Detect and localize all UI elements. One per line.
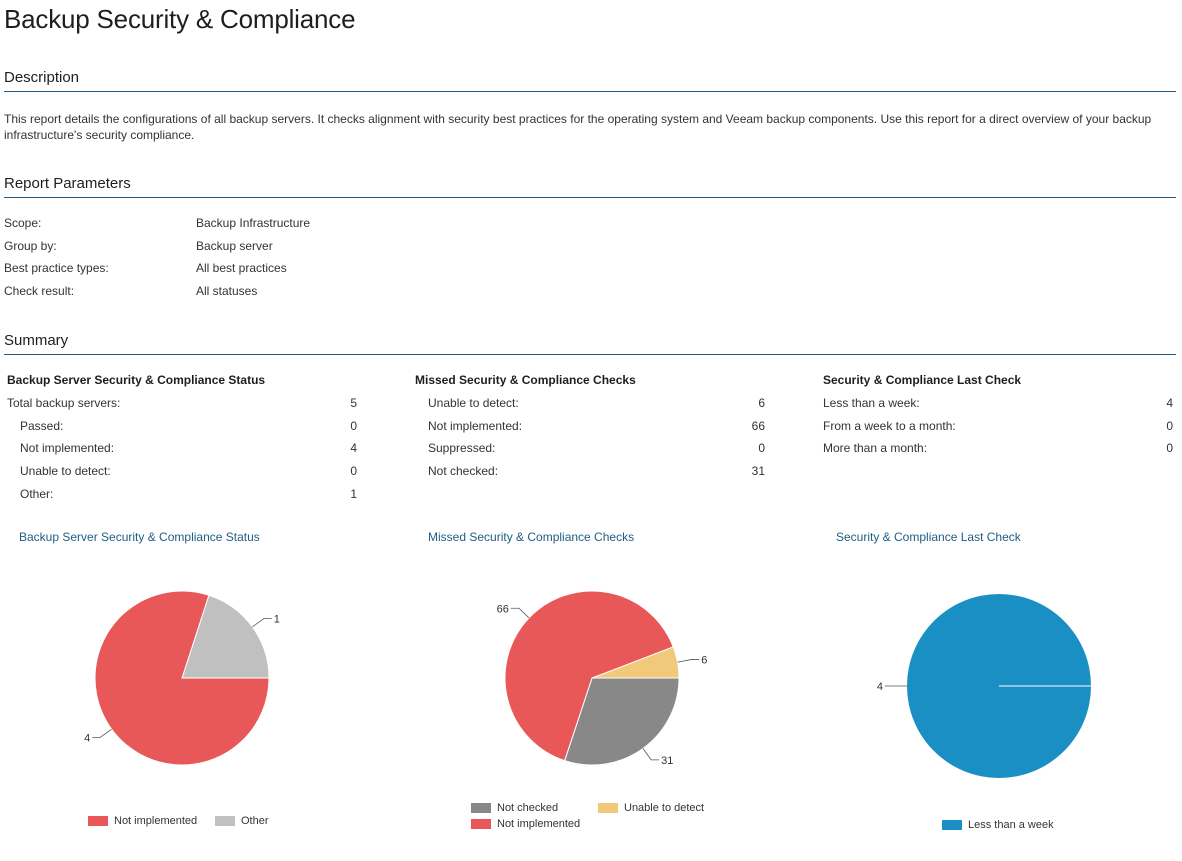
summary-label: Other: xyxy=(20,487,54,501)
data-label-leader xyxy=(510,607,530,619)
summary-label: Unable to detect: xyxy=(428,396,519,410)
param-value: Backup Infrastructure xyxy=(196,216,311,230)
summary-label: Not implemented: xyxy=(20,441,115,455)
data-label-leader xyxy=(677,659,700,663)
summary-row: Suppressed: 0 xyxy=(415,441,765,457)
legend-swatch xyxy=(598,803,618,814)
pie-chart-missed: 6 31 66 xyxy=(497,590,707,767)
report-parameters-heading: Report Parameters xyxy=(4,175,1176,198)
description-text: This report details the configurations o… xyxy=(4,112,1152,142)
summary-label: Suppressed: xyxy=(428,441,496,455)
legend-item-less-than-week: Less than a week xyxy=(942,819,1054,831)
summary-label: Not implemented: xyxy=(428,419,523,433)
summary-label: More than a month: xyxy=(823,441,928,455)
data-label-not-implemented: 4 xyxy=(84,732,90,744)
summary-heading: Summary xyxy=(4,332,1176,355)
summary-value: 0 xyxy=(350,419,357,433)
data-label-leader xyxy=(92,728,112,738)
summary-row: Less than a week: 4 xyxy=(823,396,1173,412)
data-label-not-implemented: 66 xyxy=(497,603,509,615)
data-label-unable-to-detect: 6 xyxy=(701,655,707,667)
summary-row: From a week to a month: 0 xyxy=(823,419,1173,435)
pie-chart-status: 14 xyxy=(84,590,280,766)
summary-label: Not checked: xyxy=(428,464,499,478)
summary-value: 31 xyxy=(751,464,765,478)
summary-last-check-title: Security & Compliance Last Check xyxy=(823,373,1022,387)
param-label: Best practice types: xyxy=(4,261,109,275)
legend-label: Not implemented xyxy=(114,815,198,827)
summary-label: From a week to a month: xyxy=(823,419,956,433)
pie-slice-other xyxy=(181,594,270,679)
param-label: Scope: xyxy=(4,216,42,230)
summary-value: 1 xyxy=(350,487,357,501)
pie-slice-not-checked xyxy=(564,677,680,766)
pie-chart-last-check: 4 xyxy=(877,594,1091,778)
pie-slice-not-implemented xyxy=(94,590,270,766)
summary-row: Not implemented: 66 xyxy=(415,419,765,435)
legend-swatch xyxy=(471,819,491,830)
data-label-other: 1 xyxy=(274,614,280,626)
summary-value: 66 xyxy=(751,419,765,433)
legend-swatch xyxy=(88,816,108,827)
data-label-not-checked: 31 xyxy=(661,755,673,767)
summary-row: Unable to detect: 0 xyxy=(7,464,357,480)
legend-label: Less than a week xyxy=(968,819,1054,831)
summary-row: Passed: 0 xyxy=(7,419,357,435)
summary-missed-title: Missed Security & Compliance Checks xyxy=(415,373,636,387)
summary-row: Not implemented: 4 xyxy=(7,441,357,457)
legend-item-unable-to-detect: Unable to detect xyxy=(598,802,704,814)
summary-value: 5 xyxy=(350,396,357,410)
legend-item-not-implemented-2: Not implemented xyxy=(471,818,580,830)
param-value: All best practices xyxy=(196,261,287,275)
summary-value: 4 xyxy=(350,441,357,455)
summary-value: 6 xyxy=(758,396,765,410)
legend-label: Other xyxy=(241,815,269,827)
chart-title-missed[interactable]: Missed Security & Compliance Checks xyxy=(428,530,635,544)
summary-label: Passed: xyxy=(20,419,64,433)
summary-status-title: Backup Server Security & Compliance Stat… xyxy=(7,373,266,387)
summary-row: Not checked: 31 xyxy=(415,464,765,480)
legend-swatch xyxy=(942,820,962,831)
chart-title-status[interactable]: Backup Server Security & Compliance Stat… xyxy=(19,530,260,544)
legend-item-not-implemented: Not implemented xyxy=(88,815,197,827)
legend-label: Not checked xyxy=(497,802,559,814)
param-value: Backup server xyxy=(196,239,273,253)
summary-value: 0 xyxy=(350,464,357,478)
legend-label: Unable to detect xyxy=(624,802,705,814)
summary-label: Less than a week: xyxy=(823,396,920,410)
param-value: All statuses xyxy=(196,284,258,298)
param-label: Check result: xyxy=(4,284,75,298)
legend-item-not-checked: Not checked xyxy=(471,802,558,814)
summary-row: More than a month: 0 xyxy=(823,441,1173,457)
summary-label: Total backup servers: xyxy=(7,396,121,410)
page-title: Backup Security & Compliance xyxy=(4,4,356,34)
summary-row: Total backup servers: 5 xyxy=(7,396,357,412)
legend-swatch xyxy=(215,816,235,827)
summary-value: 0 xyxy=(1166,419,1173,433)
data-label-leader xyxy=(252,618,272,628)
summary-row: Unable to detect: 6 xyxy=(415,396,765,412)
legend-label: Not implemented xyxy=(497,818,581,830)
legend-item-other: Other xyxy=(215,815,269,827)
summary-label: Unable to detect: xyxy=(20,464,111,478)
data-label-less-than-a-week: 4 xyxy=(877,681,883,693)
param-label: Group by: xyxy=(4,239,57,253)
summary-value: 0 xyxy=(758,441,765,455)
summary-value: 4 xyxy=(1166,396,1173,410)
data-label-leader xyxy=(642,748,660,761)
description-heading: Description xyxy=(4,69,1176,92)
summary-value: 0 xyxy=(1166,441,1173,455)
chart-title-last-check[interactable]: Security & Compliance Last Check xyxy=(836,530,1021,544)
summary-row: Other: 1 xyxy=(7,487,357,503)
legend-swatch xyxy=(471,803,491,814)
